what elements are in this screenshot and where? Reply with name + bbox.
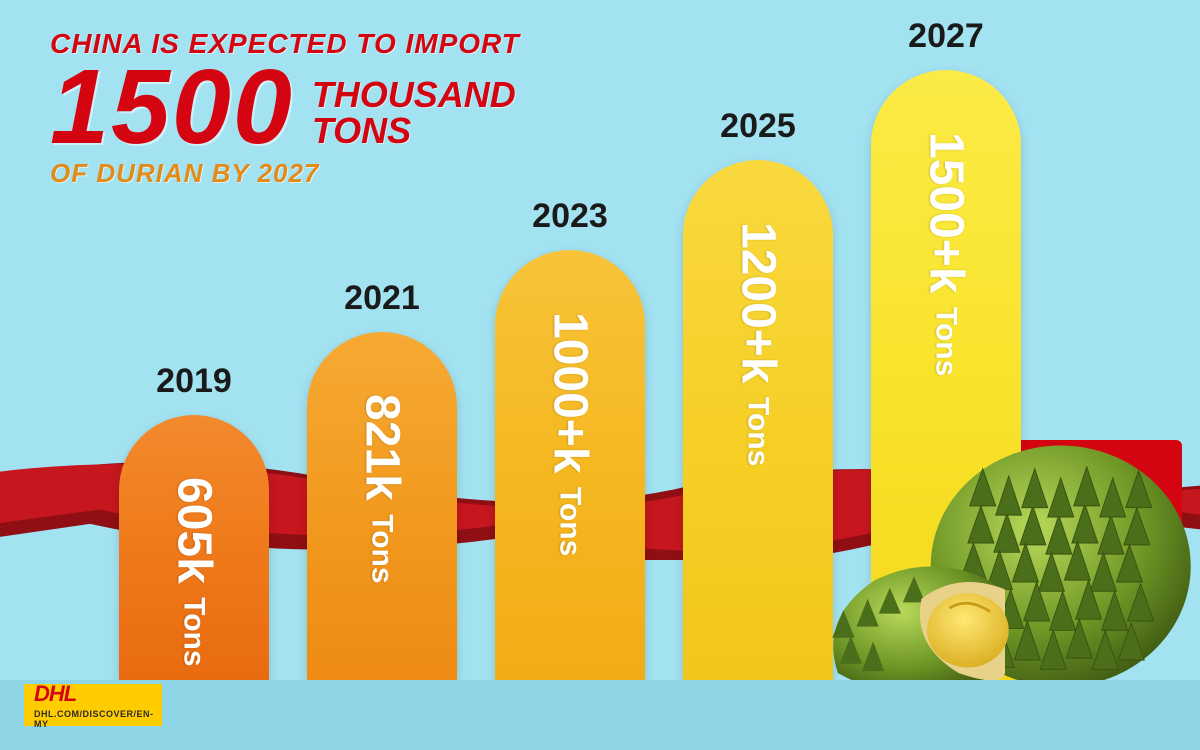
bar-value-label: 1200+k Tons	[731, 222, 786, 466]
brand-badge: DHL DHL.COM/DISCOVER/EN-MY	[24, 684, 162, 726]
brand-logo-text: DHL	[34, 681, 152, 707]
bar-year-label: 2021	[344, 279, 420, 318]
headline-big-number: 1500	[50, 54, 294, 160]
durian-illustration	[810, 413, 1200, 710]
bar-year-label: 2027	[908, 17, 984, 56]
headline-line3: OF DURIAN BY 2027	[50, 158, 520, 189]
bar-value-label: 821k Tons	[355, 394, 410, 584]
footer-band	[0, 680, 1200, 750]
infographic-canvas: CHINA IS EXPECTED TO IMPORT 1500 THOUSAN…	[0, 0, 1200, 750]
headline-unit-1: THOUSAND	[312, 77, 516, 113]
brand-url: DHL.COM/DISCOVER/EN-MY	[34, 709, 152, 729]
bar-group: 2021 821k Tons	[307, 279, 457, 680]
bar-value-label: 1500+k Tons	[919, 132, 974, 376]
bar-value-label: 605k Tons	[167, 477, 222, 667]
bar: 605k Tons	[119, 415, 269, 680]
bar: 1000+k Tons	[495, 250, 645, 680]
bar-group: 2023 1000+k Tons	[495, 197, 645, 680]
headline-block: CHINA IS EXPECTED TO IMPORT 1500 THOUSAN…	[50, 28, 520, 189]
bar-year-label: 2023	[532, 197, 608, 236]
bar-value-label: 1000+k Tons	[543, 312, 598, 556]
headline-units: THOUSAND TONS	[312, 65, 516, 149]
bar-group: 2019 605k Tons	[119, 362, 269, 680]
bar-year-label: 2025	[720, 107, 796, 146]
bar: 821k Tons	[307, 332, 457, 680]
headline-unit-2: TONS	[312, 113, 516, 149]
bar-year-label: 2019	[156, 362, 232, 401]
